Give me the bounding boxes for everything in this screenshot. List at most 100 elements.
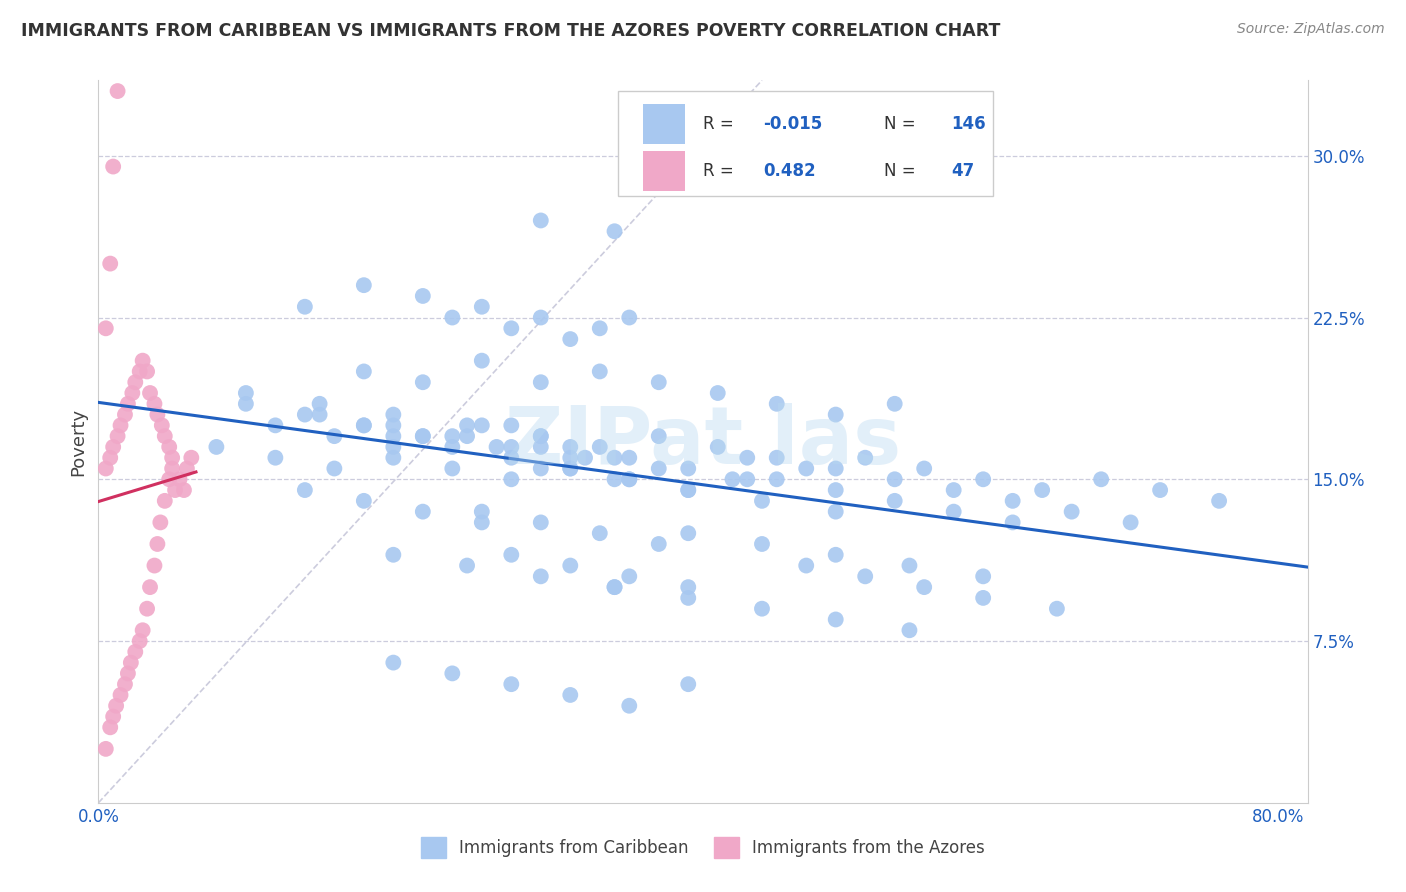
- Point: [294, 408, 316, 422]
- Point: [107, 429, 129, 443]
- Point: [412, 429, 434, 443]
- Point: [94, 742, 117, 756]
- Point: [883, 493, 905, 508]
- Point: [1031, 483, 1053, 497]
- Point: [160, 450, 183, 465]
- Point: [98, 720, 121, 734]
- Point: [160, 461, 183, 475]
- Point: [824, 408, 846, 422]
- Point: [441, 429, 464, 443]
- Point: [501, 418, 523, 433]
- Point: [1208, 493, 1230, 508]
- Point: [136, 601, 159, 615]
- FancyBboxPatch shape: [619, 91, 993, 196]
- Point: [149, 516, 172, 530]
- Point: [121, 386, 143, 401]
- Point: [824, 483, 846, 497]
- Point: [456, 429, 478, 443]
- Point: [501, 472, 523, 486]
- Point: [972, 569, 994, 583]
- Point: [176, 461, 198, 475]
- Point: [173, 483, 195, 497]
- Point: [560, 440, 582, 454]
- Point: [1046, 601, 1069, 615]
- Point: [530, 569, 553, 583]
- Point: [107, 84, 129, 98]
- Point: [619, 569, 641, 583]
- Point: [235, 386, 257, 401]
- Point: [165, 483, 187, 497]
- Point: [124, 376, 146, 390]
- Point: [382, 408, 405, 422]
- Point: [619, 450, 641, 465]
- Point: [589, 526, 612, 541]
- Bar: [643, 151, 685, 191]
- Point: [972, 472, 994, 486]
- Point: [485, 440, 508, 454]
- Point: [824, 505, 846, 519]
- Point: [530, 429, 553, 443]
- Point: [143, 397, 166, 411]
- Point: [678, 483, 700, 497]
- Point: [110, 418, 132, 433]
- Point: [853, 569, 876, 583]
- Point: [648, 537, 671, 551]
- Point: [721, 472, 744, 486]
- Point: [501, 450, 523, 465]
- Point: [153, 493, 176, 508]
- Point: [678, 526, 700, 541]
- Point: [619, 698, 641, 713]
- Point: [824, 612, 846, 626]
- Point: [471, 505, 494, 519]
- Point: [382, 440, 405, 454]
- Point: [128, 364, 150, 378]
- Point: [136, 364, 159, 378]
- Point: [117, 666, 139, 681]
- Point: [264, 450, 287, 465]
- Point: [678, 461, 700, 475]
- Point: [323, 429, 346, 443]
- Text: N =: N =: [884, 161, 921, 180]
- Point: [456, 558, 478, 573]
- Point: [146, 537, 169, 551]
- Point: [560, 461, 582, 475]
- Point: [180, 450, 202, 465]
- Point: [157, 472, 180, 486]
- Point: [139, 386, 162, 401]
- Point: [530, 440, 553, 454]
- Text: Source: ZipAtlas.com: Source: ZipAtlas.com: [1237, 22, 1385, 37]
- Point: [560, 688, 582, 702]
- Point: [530, 516, 553, 530]
- Point: [382, 548, 405, 562]
- Point: [382, 429, 405, 443]
- Point: [353, 364, 375, 378]
- Text: IMMIGRANTS FROM CARIBBEAN VS IMMIGRANTS FROM THE AZORES POVERTY CORRELATION CHAR: IMMIGRANTS FROM CARIBBEAN VS IMMIGRANTS …: [21, 22, 1001, 40]
- Point: [942, 505, 965, 519]
- Point: [619, 472, 641, 486]
- Point: [678, 580, 700, 594]
- Text: 0.482: 0.482: [763, 161, 815, 180]
- Point: [471, 300, 494, 314]
- Point: [139, 580, 162, 594]
- Point: [706, 440, 728, 454]
- Text: N =: N =: [884, 115, 921, 133]
- Point: [603, 580, 626, 594]
- Point: [765, 472, 787, 486]
- Point: [471, 353, 494, 368]
- Point: [530, 461, 553, 475]
- Point: [751, 537, 773, 551]
- Point: [150, 418, 173, 433]
- Point: [441, 666, 464, 681]
- Point: [110, 688, 132, 702]
- Point: [101, 709, 124, 723]
- Point: [589, 321, 612, 335]
- Point: [153, 429, 176, 443]
- Point: [501, 677, 523, 691]
- Point: [560, 332, 582, 346]
- Point: [131, 353, 153, 368]
- Point: [560, 450, 582, 465]
- Point: [131, 624, 153, 638]
- Point: [1090, 472, 1112, 486]
- Point: [912, 580, 935, 594]
- Point: [1001, 516, 1024, 530]
